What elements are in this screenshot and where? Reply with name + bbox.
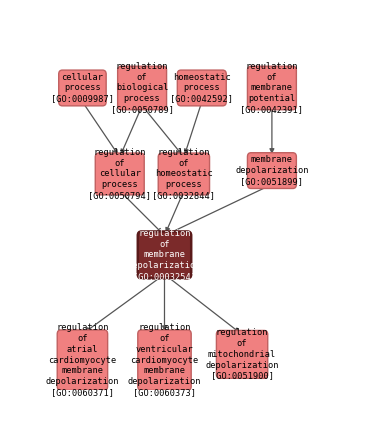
FancyBboxPatch shape [216,330,268,378]
FancyBboxPatch shape [59,70,106,106]
Text: homeostatic
process
[GO:0042592]: homeostatic process [GO:0042592] [170,73,233,103]
Text: regulation
of
membrane
potential
[GO:0042391]: regulation of membrane potential [GO:004… [240,62,303,114]
FancyBboxPatch shape [57,330,108,390]
FancyBboxPatch shape [118,66,167,110]
Text: regulation
of
membrane
depolarization
[GO:0003254]: regulation of membrane depolarization [G… [128,229,201,281]
Text: regulation
of
cellular
process
[GO:0050794]: regulation of cellular process [GO:00507… [88,148,151,200]
Text: regulation
of
homeostatic
process
[GO:0032844]: regulation of homeostatic process [GO:00… [152,148,215,200]
Text: regulation
of
ventricular
cardiomyocyte
membrane
depolarization
[GO:0060373]: regulation of ventricular cardiomyocyte … [128,323,201,397]
FancyBboxPatch shape [138,231,191,279]
Text: cellular
process
[GO:0009987]: cellular process [GO:0009987] [51,73,114,103]
Text: membrane
depolarization
[GO:0051899]: membrane depolarization [GO:0051899] [235,155,309,186]
FancyBboxPatch shape [158,153,209,195]
Text: regulation
of
mitochondrial
depolarization
[GO:0051900]: regulation of mitochondrial depolarizati… [205,328,279,381]
FancyBboxPatch shape [248,66,296,110]
FancyBboxPatch shape [138,330,191,390]
FancyBboxPatch shape [95,153,144,195]
FancyBboxPatch shape [248,153,296,188]
FancyBboxPatch shape [177,70,226,106]
Text: regulation
of
atrial
cardiomyocyte
membrane
depolarization
[GO:0060371]: regulation of atrial cardiomyocyte membr… [46,323,119,397]
Text: regulation
of
biological
process
[GO:0050789]: regulation of biological process [GO:005… [110,62,174,114]
